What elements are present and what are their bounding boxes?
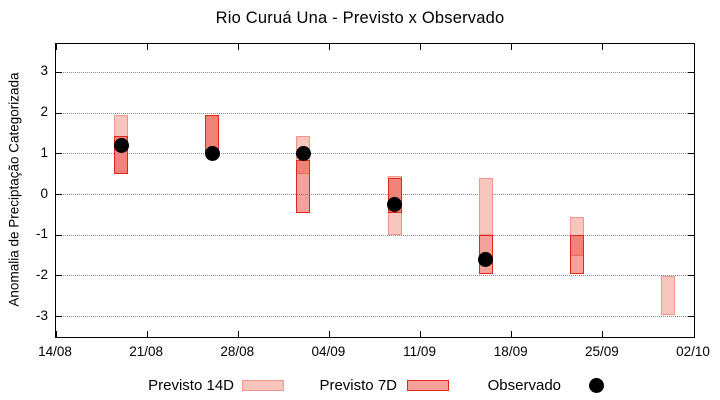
legend-swatch-previsto-14d — [242, 380, 284, 391]
y-tick-label: 1 — [40, 144, 48, 160]
plot-area — [55, 43, 695, 338]
y-tick-mark — [688, 275, 694, 277]
observado-dot — [113, 138, 129, 154]
y-tick-mark — [688, 153, 694, 155]
y-tick-mark — [56, 112, 62, 114]
x-tick-mark — [55, 331, 57, 337]
x-tick-mark — [693, 44, 695, 50]
gridline — [56, 112, 694, 114]
gridline — [56, 275, 694, 277]
previsto-14d-box — [660, 275, 675, 315]
y-tick-mark — [688, 71, 694, 73]
x-tick-label: 04/09 — [311, 344, 346, 359]
x-tick-label: 14/08 — [38, 344, 72, 359]
previsto-7d-box — [569, 235, 584, 274]
x-tick-mark — [237, 44, 239, 50]
x-tick-label: 21/08 — [129, 344, 164, 359]
previsto-14d-box — [478, 178, 493, 236]
y-tick-label: 0 — [40, 185, 48, 201]
x-tick-mark — [328, 331, 330, 337]
previsto-7d-box — [296, 159, 311, 213]
legend-swatch-previsto-7d — [407, 380, 449, 391]
x-tick-mark — [55, 44, 57, 50]
observado-dot — [295, 146, 311, 162]
x-tick-label: 25/09 — [584, 344, 619, 359]
legend-observado-dot — [589, 378, 604, 393]
y-tick-mark — [688, 234, 694, 236]
y-tick-mark — [688, 194, 694, 196]
gridline — [56, 71, 694, 73]
y-tick-label: -3 — [35, 307, 48, 323]
y-tick-label: 2 — [40, 104, 48, 120]
y-tick-mark — [56, 275, 62, 277]
x-tick-mark — [328, 44, 330, 50]
gridline — [56, 316, 694, 318]
x-tick-mark — [602, 331, 604, 337]
y-tick-mark — [688, 112, 694, 114]
y-tick-mark — [688, 316, 694, 318]
y-tick-label: -1 — [35, 226, 48, 242]
legend-label-previsto-14d: Previsto 14D — [148, 377, 234, 394]
y-tick-mark — [56, 153, 62, 155]
observado-dot — [204, 146, 220, 162]
gridline — [56, 194, 694, 196]
observado-dot — [387, 197, 403, 213]
x-tick-mark — [602, 44, 604, 50]
x-tick-mark — [146, 331, 148, 337]
y-tick-mark — [56, 316, 62, 318]
x-tick-mark — [511, 44, 513, 50]
x-tick-mark — [420, 331, 422, 337]
chart-title: Rio Curuá Una - Previsto x Observado — [215, 9, 505, 27]
legend-label-previsto-7d: Previsto 7D — [319, 377, 397, 394]
y-tick-label: 3 — [40, 63, 48, 79]
x-tick-mark — [237, 331, 239, 337]
x-tick-mark — [693, 331, 695, 337]
x-tick-mark — [420, 44, 422, 50]
x-tick-mark — [146, 44, 148, 50]
observado-dot — [478, 252, 494, 268]
x-tick-mark — [511, 331, 513, 337]
x-tick-label: 28/08 — [220, 344, 255, 359]
y-tick-mark — [56, 71, 62, 73]
x-tick-label: 18/09 — [493, 344, 528, 359]
legend-label-observado: Observado — [487, 377, 561, 394]
gridline — [56, 153, 694, 155]
x-tick-label: 02/10 — [676, 344, 710, 359]
x-tick-label: 11/09 — [403, 344, 436, 359]
y-tick-mark — [56, 194, 62, 196]
y-tick-label: -2 — [35, 266, 48, 282]
y-tick-mark — [56, 234, 62, 236]
gridline — [56, 234, 694, 236]
